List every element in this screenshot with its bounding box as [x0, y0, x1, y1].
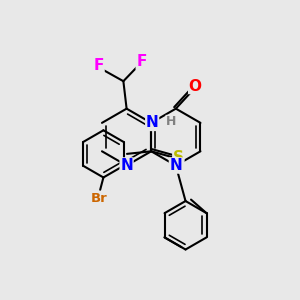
- Text: H: H: [166, 115, 176, 128]
- Text: N: N: [120, 158, 133, 173]
- Text: N: N: [146, 116, 159, 130]
- Text: F: F: [94, 58, 104, 73]
- Text: O: O: [189, 79, 202, 94]
- Text: N: N: [169, 158, 182, 173]
- Text: S: S: [173, 150, 184, 165]
- Text: Br: Br: [91, 192, 108, 205]
- Text: F: F: [136, 54, 147, 69]
